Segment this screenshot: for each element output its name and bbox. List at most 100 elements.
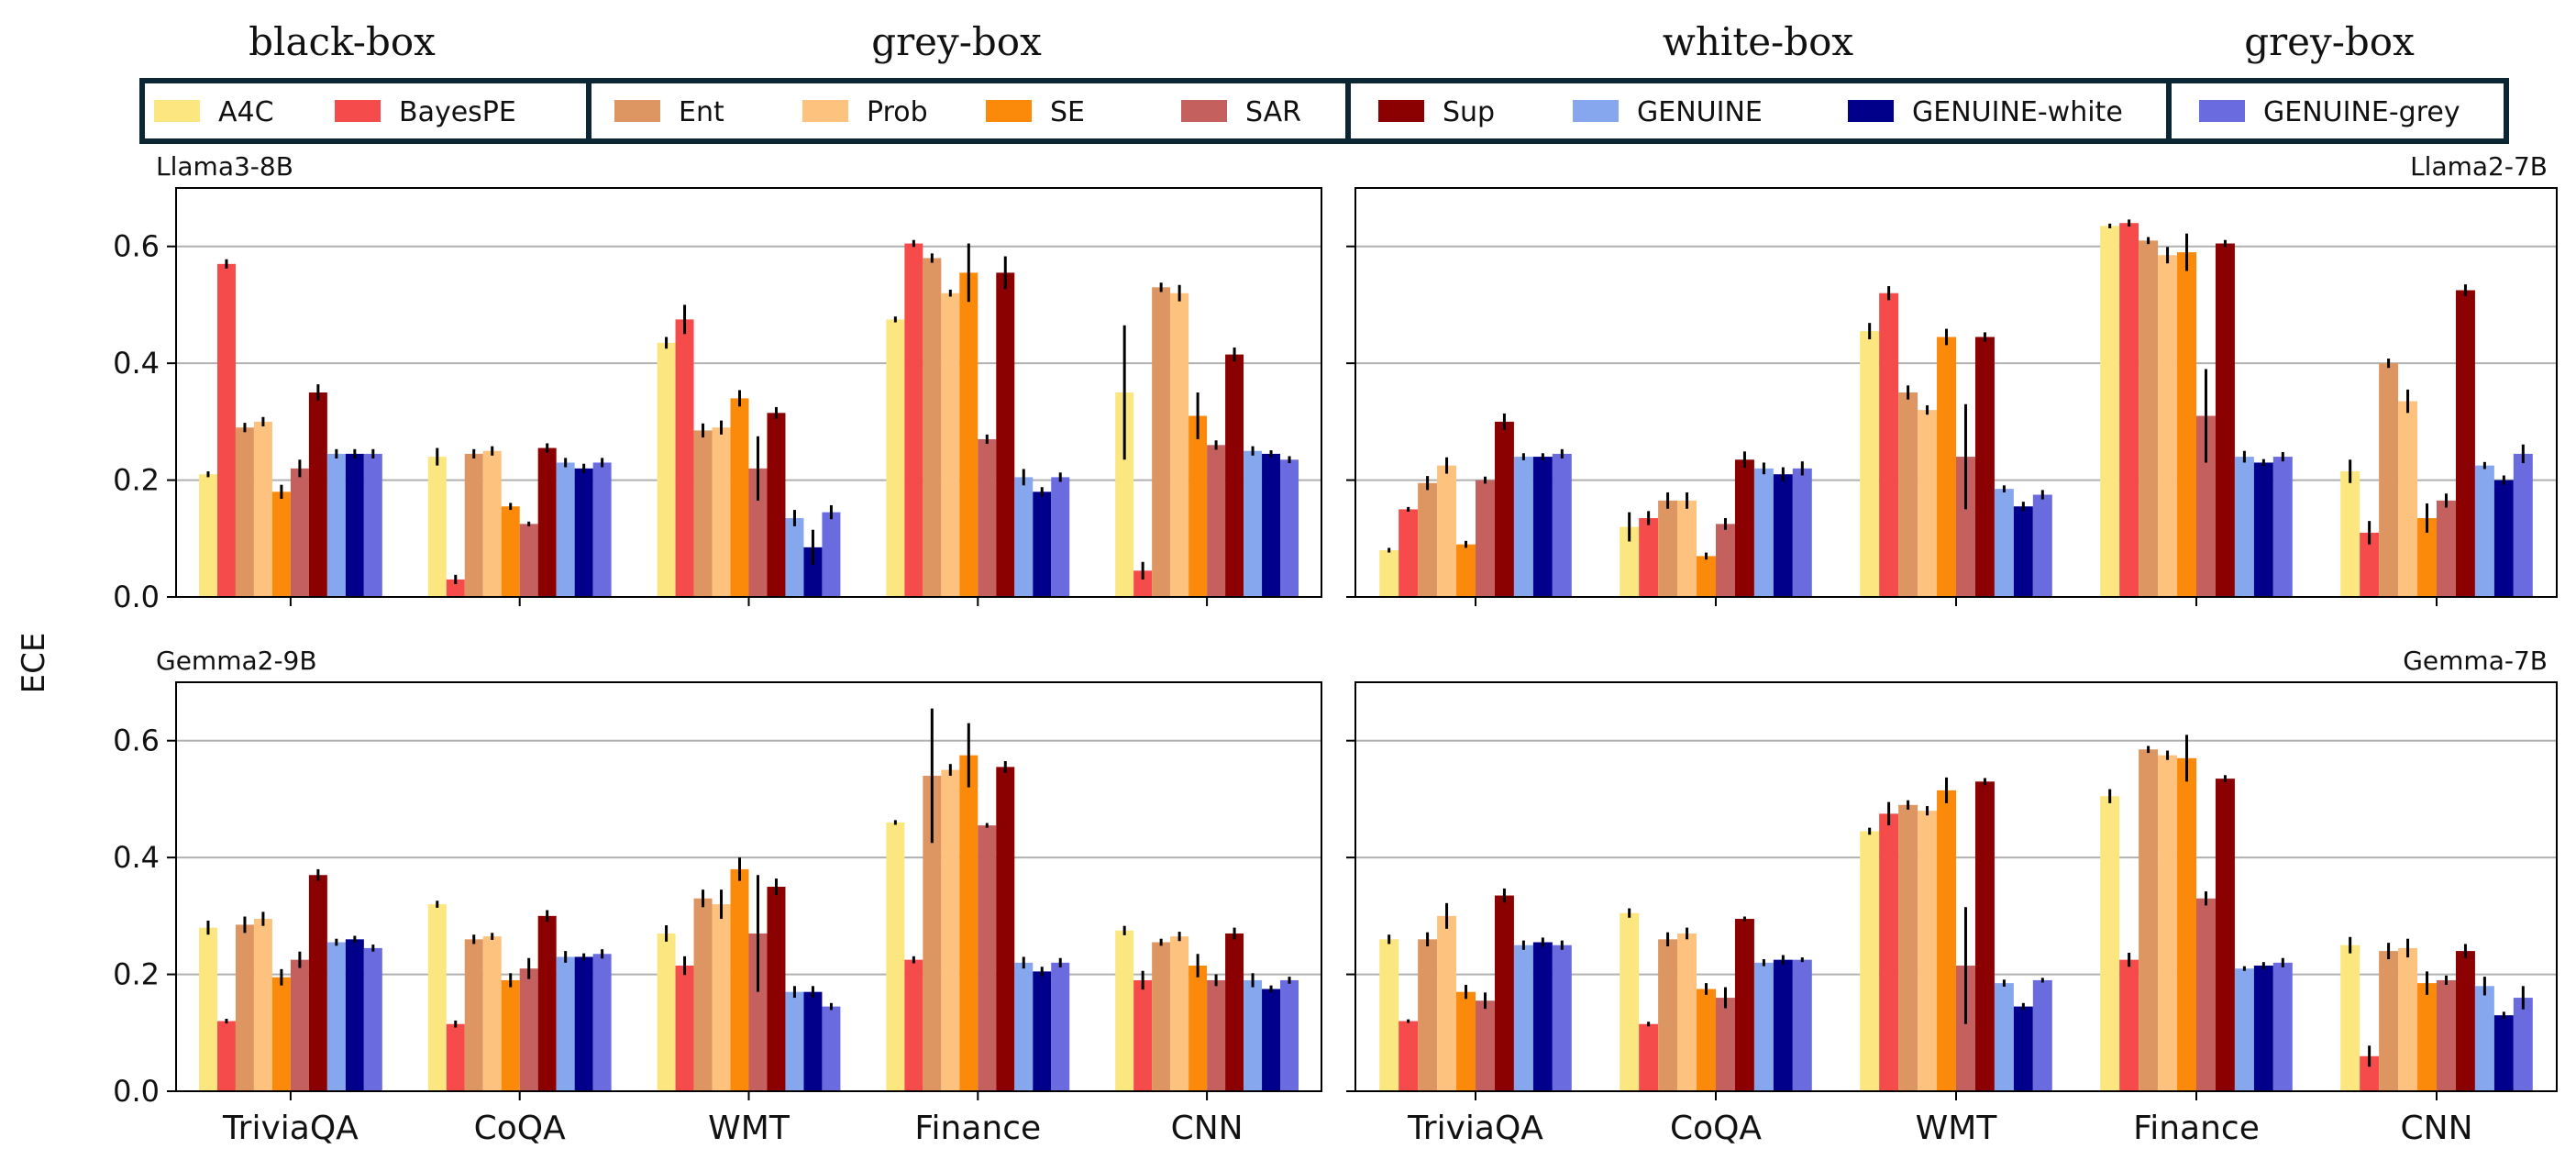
bar-genuine-grey xyxy=(1280,459,1299,597)
bar-prob xyxy=(1677,500,1697,597)
bar-sar xyxy=(1476,480,1495,597)
legend-item-genuine: GENUINE xyxy=(1573,96,1763,128)
panel-title: Gemma2-9B xyxy=(156,646,317,676)
legend-box xyxy=(139,78,2509,144)
bar-genuine xyxy=(326,453,346,597)
category-wmt xyxy=(1860,286,2052,597)
bar-a4c xyxy=(2340,471,2360,597)
bar-bayespe xyxy=(1133,570,1153,597)
bar-genuine xyxy=(1513,945,1533,1091)
legend-item-a4c: A4C xyxy=(154,96,274,128)
bar-genuine xyxy=(1244,979,1263,1091)
bar-sup xyxy=(767,887,786,1091)
bar-a4c xyxy=(1620,526,1640,597)
bar-sup xyxy=(1734,919,1754,1091)
panel-gemma-7b: Gemma-7B TriviaQA CoQA WMT Finance CNN xyxy=(1346,646,2558,1147)
x-tick-label: Finance xyxy=(2133,1110,2260,1147)
legend-label-a4c: A4C xyxy=(218,96,274,128)
bar-bayespe xyxy=(904,243,923,597)
bar-sar xyxy=(2196,415,2216,597)
category-finance xyxy=(886,708,1070,1091)
bar-ent xyxy=(1898,392,1918,597)
bar-genuine xyxy=(1244,450,1263,597)
bar-genuine-grey xyxy=(822,1006,841,1091)
panel-frame xyxy=(1354,187,2558,598)
legend-swatch-genuine-grey xyxy=(2199,100,2245,122)
category-coqa xyxy=(427,900,612,1091)
legend-swatch-sar xyxy=(1181,100,1227,122)
legend-item-genuine-white: GENUINE-white xyxy=(1848,96,2123,128)
bar-ent xyxy=(1152,287,1171,597)
category-wmt xyxy=(657,304,841,597)
bar-genuine xyxy=(1014,962,1034,1091)
panel-frame xyxy=(175,187,1322,598)
legend-group-title-grey-box: grey-box xyxy=(871,19,1042,64)
bar-se xyxy=(271,492,291,597)
bar-sup xyxy=(767,413,786,597)
bar-genuine-white xyxy=(2493,480,2514,597)
bar-se xyxy=(1188,415,1208,597)
bar-se xyxy=(2177,757,2196,1091)
bar-genuine-white xyxy=(1033,971,1052,1091)
bar-genuine xyxy=(1994,983,2014,1091)
panel-title: Llama3-8B xyxy=(156,151,293,182)
bar-genuine xyxy=(1513,457,1533,597)
bar-genuine xyxy=(785,517,804,597)
bar-sup xyxy=(1734,459,1754,597)
bar-bayespe xyxy=(2360,532,2380,597)
bar-ent xyxy=(923,258,942,597)
bar-sup xyxy=(1494,895,1514,1091)
bar-genuine-white xyxy=(574,468,593,597)
bar-genuine xyxy=(556,462,575,597)
legend-group-title-black-box: black-box xyxy=(249,19,436,64)
bar-sar xyxy=(1716,998,1735,1091)
legend-swatch-sup xyxy=(1378,100,1424,122)
panel-title: Gemma-7B xyxy=(2403,646,2548,676)
bar-genuine xyxy=(326,942,346,1091)
bar-sar xyxy=(1956,457,1975,597)
bar-prob xyxy=(253,919,272,1091)
bar-sar xyxy=(519,524,538,597)
panel-gemma2-9b: Gemma2-9B 0.0 0.2 0.4 0.6 TriviaQA CoQA WMT Fina… xyxy=(113,646,1322,1147)
bar-genuine xyxy=(785,991,804,1091)
category-cnn xyxy=(1115,925,1299,1091)
panel-llama2-7b: Llama2-7B xyxy=(1346,151,2558,606)
bar-genuine-grey xyxy=(1792,468,1812,597)
legend-label-genuine: GENUINE xyxy=(1637,96,1763,128)
category-triviaqa xyxy=(1379,413,1572,597)
bar-genuine xyxy=(2234,457,2254,597)
bar-ent xyxy=(235,427,254,597)
bar-sup xyxy=(1974,337,1995,597)
bar-sup xyxy=(2215,779,2235,1091)
bar-a4c xyxy=(1115,392,1134,597)
bar-prob xyxy=(2158,755,2178,1091)
bar-bayespe xyxy=(216,263,236,597)
legend-swatch-bayespe xyxy=(335,100,381,122)
bar-ent xyxy=(235,924,254,1091)
bar-genuine-grey xyxy=(363,947,382,1091)
bar-a4c xyxy=(198,927,217,1091)
bar-ent xyxy=(1658,939,1678,1091)
bar-sup xyxy=(2455,951,2475,1091)
bar-sar xyxy=(2196,898,2216,1091)
bar-prob xyxy=(2398,401,2418,597)
legend-swatch-se xyxy=(986,100,1032,122)
y-tick-label: 0.6 xyxy=(113,724,160,758)
bar-genuine-white xyxy=(1773,474,1793,597)
bar-bayespe xyxy=(1639,1023,1659,1091)
category-wmt xyxy=(657,857,841,1091)
bar-sar xyxy=(978,438,997,597)
bar-sup xyxy=(537,447,557,597)
bar-sup xyxy=(1974,781,1995,1091)
bar-ent xyxy=(1658,500,1678,597)
bar-ent xyxy=(1418,482,1438,597)
panel-llama3-8b: Llama3-8B 0.0 0.2 0.4 0.6 xyxy=(113,151,1322,614)
bar-se xyxy=(1456,991,1476,1091)
legend-item-prob: Prob xyxy=(802,96,928,128)
bar-genuine-grey xyxy=(2272,962,2293,1091)
bar-genuine xyxy=(1753,468,1774,597)
bar-sar xyxy=(748,468,768,597)
bar-prob xyxy=(1677,933,1697,1091)
bar-bayespe xyxy=(446,579,465,597)
bar-se xyxy=(1937,337,1956,597)
